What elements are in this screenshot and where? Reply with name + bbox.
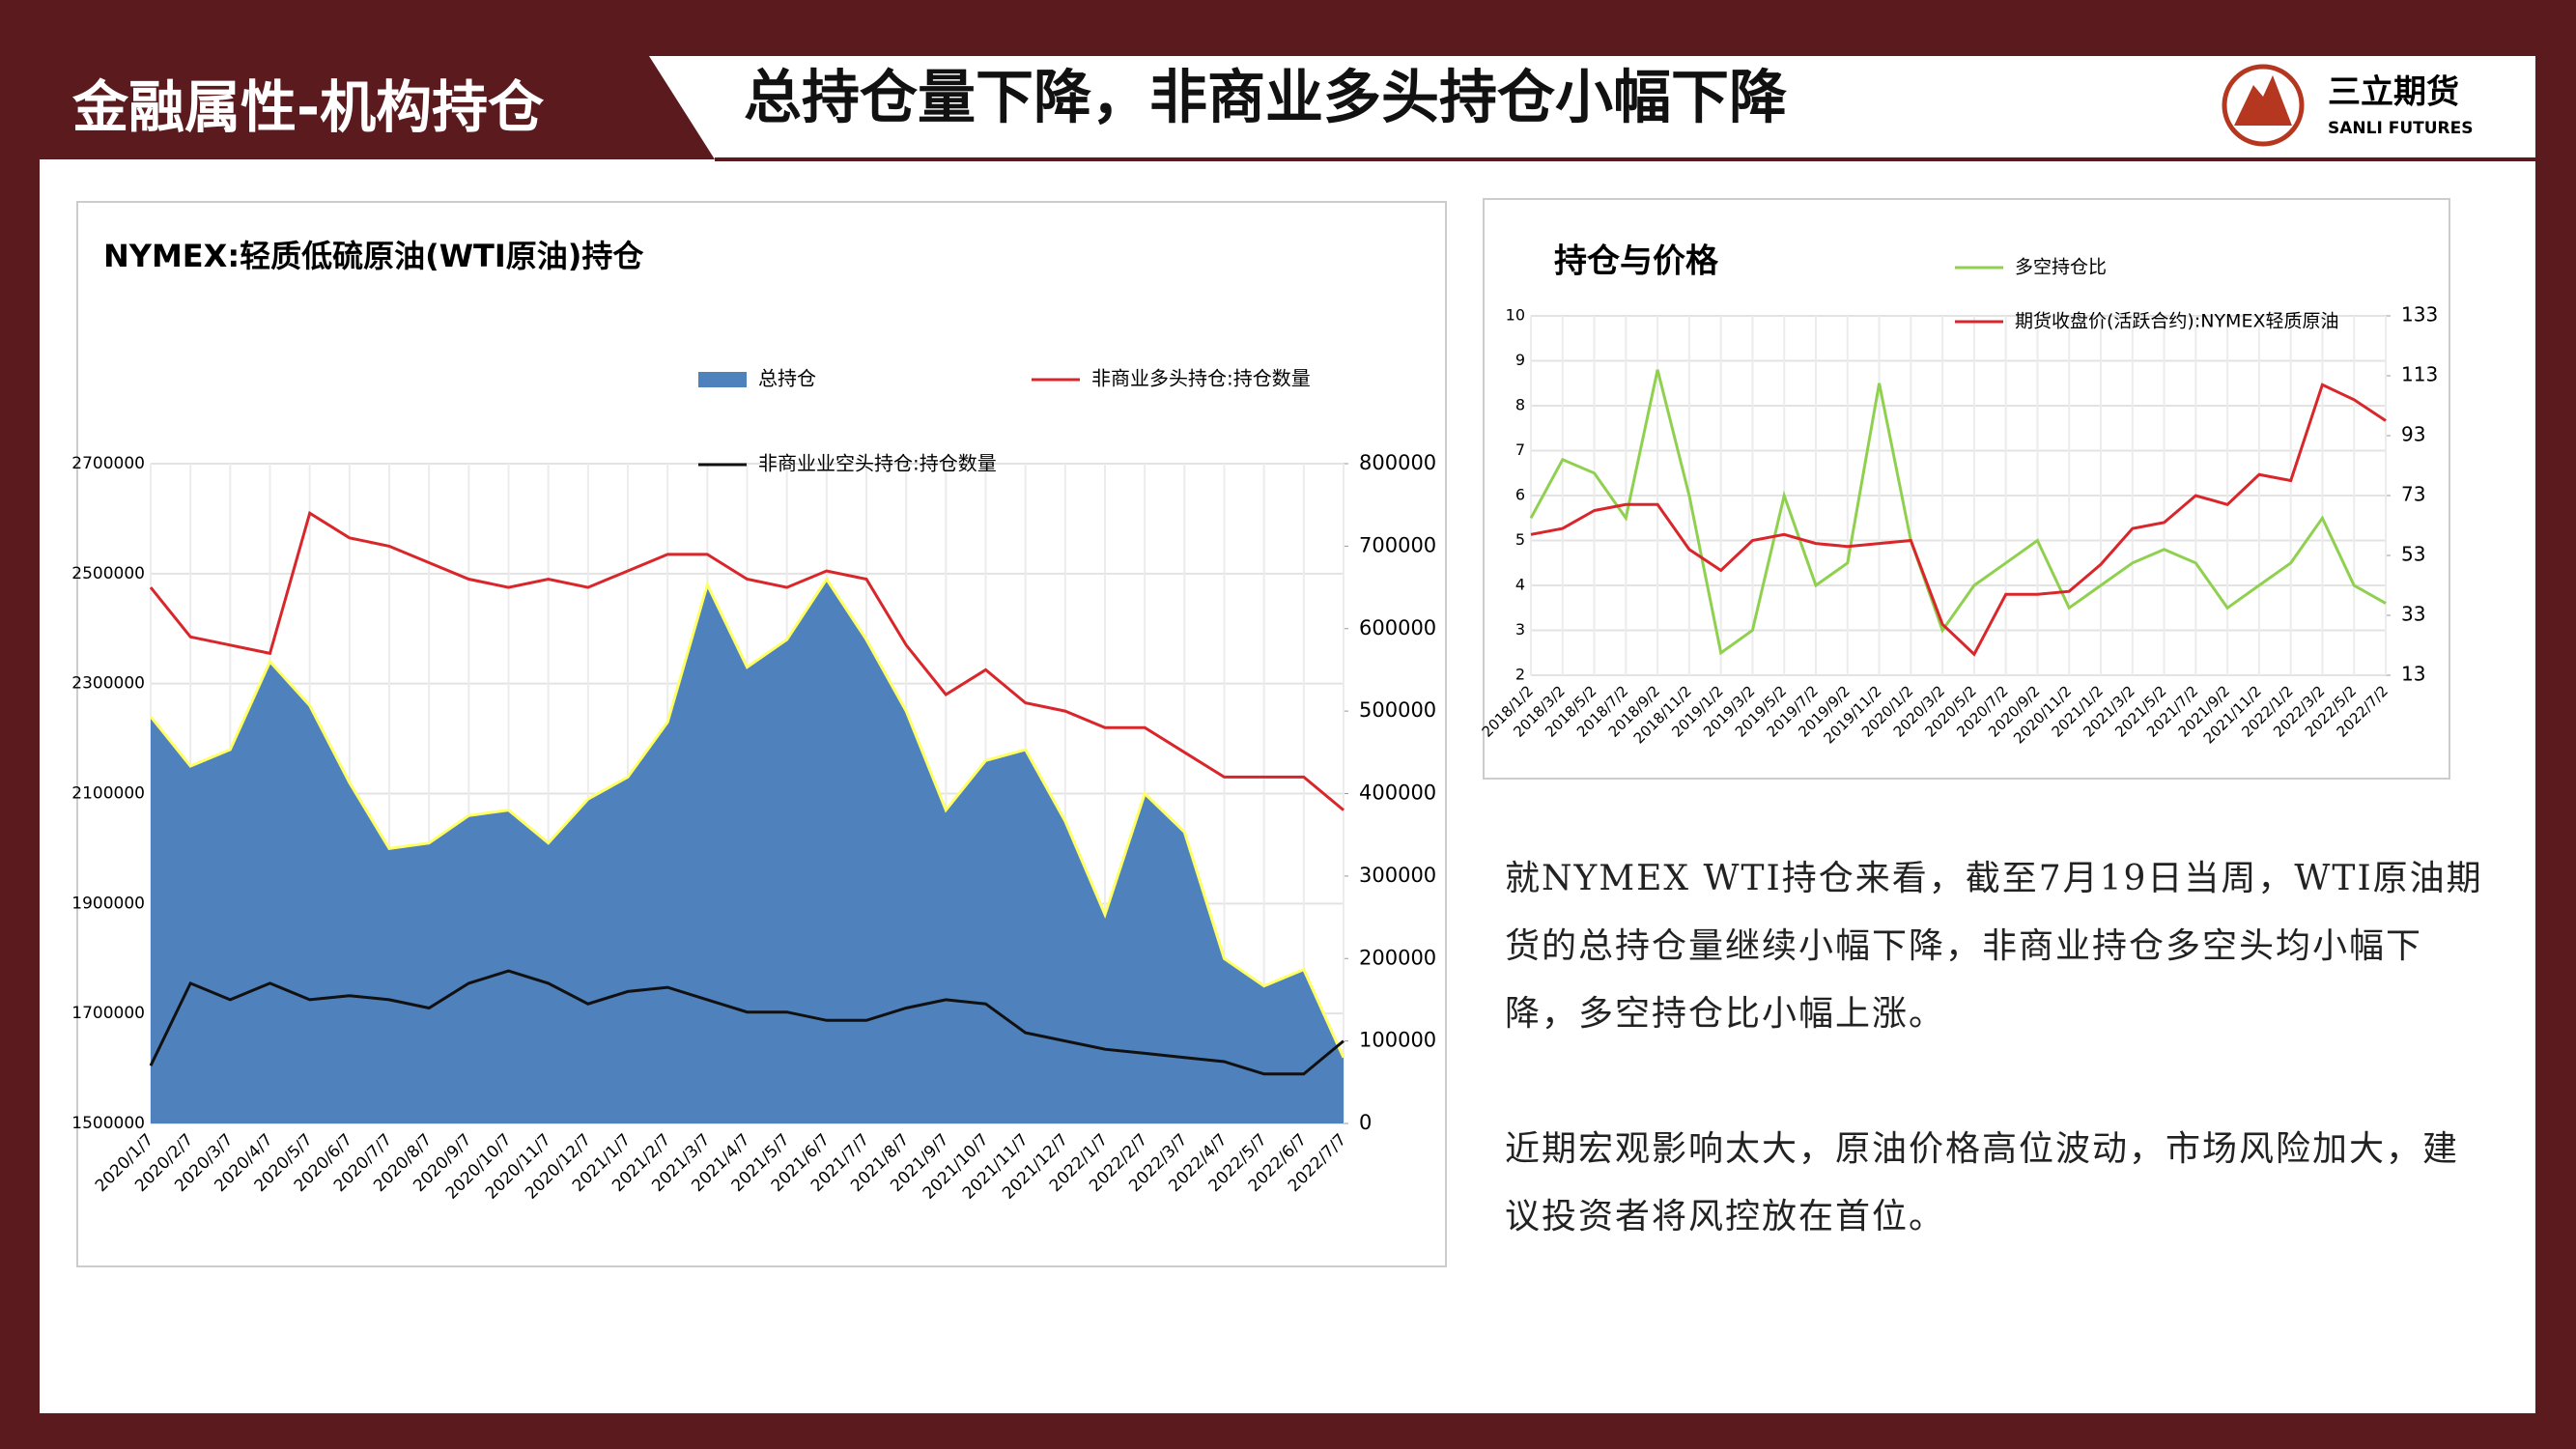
y2-tick-label: 100000 (1359, 1029, 1436, 1052)
y2-tick-label: 0 (1359, 1111, 1372, 1134)
y2-tick-label: 200000 (1359, 946, 1436, 969)
y-tick-label: 7 (1515, 440, 1525, 459)
legend-swatch (698, 372, 747, 387)
section-title: 金融属性-机构持仓 (72, 74, 545, 140)
y2-tick-label: 800000 (1359, 451, 1436, 474)
y2-tick-label: 133 (2401, 303, 2438, 327)
commentary: 就NYMEX WTI持仓来看，截至7月19日当周，WTI原油期货的总持仓量继续小… (1505, 845, 2490, 1319)
slide-title: 总持仓量下降，非商业多头持仓小幅下降 (744, 65, 1788, 132)
line (1529, 369, 2387, 656)
chart-title: NYMEX:轻质低硫原油(WTI原油)持仓 (103, 238, 644, 274)
legend-label: 非商业业空头持仓:持仓数量 (758, 452, 997, 475)
logo-en: SANLI FUTURES (2328, 119, 2473, 138)
y-tick-label: 9 (1515, 351, 1525, 369)
chart-title: 持仓与价格 (1554, 242, 1719, 281)
y-tick-label: 5 (1515, 530, 1525, 549)
logo-mountain (2234, 75, 2292, 126)
logo-cn: 三立期货 (2328, 73, 2459, 112)
y2-tick-label: 600000 (1359, 616, 1436, 639)
y-tick-label: 1700000 (71, 1004, 145, 1023)
y-tick-label: 2300000 (71, 674, 145, 694)
y-tick-label: 10 (1506, 306, 1525, 325)
y2-tick-label: 73 (2401, 483, 2425, 506)
legend-label: 非商业多头持仓:持仓数量 (1091, 367, 1311, 390)
y2-tick-label: 700000 (1359, 533, 1436, 556)
y-tick-label: 3 (1515, 620, 1525, 639)
legend-label: 多空持仓比 (2015, 257, 2107, 278)
y2-tick-label: 500000 (1359, 698, 1436, 722)
legend-label: 期货收盘价(活跃合约):NYMEX轻质原油 (2015, 311, 2338, 332)
line (149, 969, 1345, 1076)
y2-tick-label: 113 (2401, 363, 2438, 386)
y-tick-label: 2100000 (71, 784, 145, 804)
area (151, 579, 1344, 1123)
paragraph: 就NYMEX WTI持仓来看，截至7月19日当周，WTI原油期货的总持仓量继续小… (1505, 859, 2483, 1034)
y-tick-label: 2500000 (71, 564, 145, 583)
y-tick-label: 1500000 (71, 1114, 145, 1133)
line (149, 510, 1345, 811)
y2-tick-label: 33 (2401, 603, 2425, 626)
legend-label: 总持仓 (758, 367, 816, 390)
logo (2222, 64, 2305, 147)
y-tick-label: 1900000 (71, 894, 145, 913)
y-tick-label: 4 (1515, 576, 1525, 594)
line (1530, 383, 2387, 657)
y-tick-label: 2 (1515, 666, 1525, 684)
section-tab (40, 56, 715, 159)
y-tick-label: 8 (1515, 396, 1525, 414)
y2-tick-label: 300000 (1359, 864, 1436, 887)
y2-tick-label: 13 (2401, 663, 2425, 686)
area-edge (149, 576, 1345, 1059)
y2-tick-label: 53 (2401, 543, 2425, 566)
chart-box (1483, 198, 2450, 780)
y2-tick-label: 400000 (1359, 781, 1436, 805)
y-tick-label: 2700000 (71, 454, 145, 473)
paragraph: 近期宏观影响太大，原油价格高位波动，市场风险加大，建议投资者将风控放在首位。 (1505, 1129, 2460, 1236)
y2-tick-label: 93 (2401, 423, 2425, 446)
y-tick-label: 6 (1515, 486, 1525, 504)
